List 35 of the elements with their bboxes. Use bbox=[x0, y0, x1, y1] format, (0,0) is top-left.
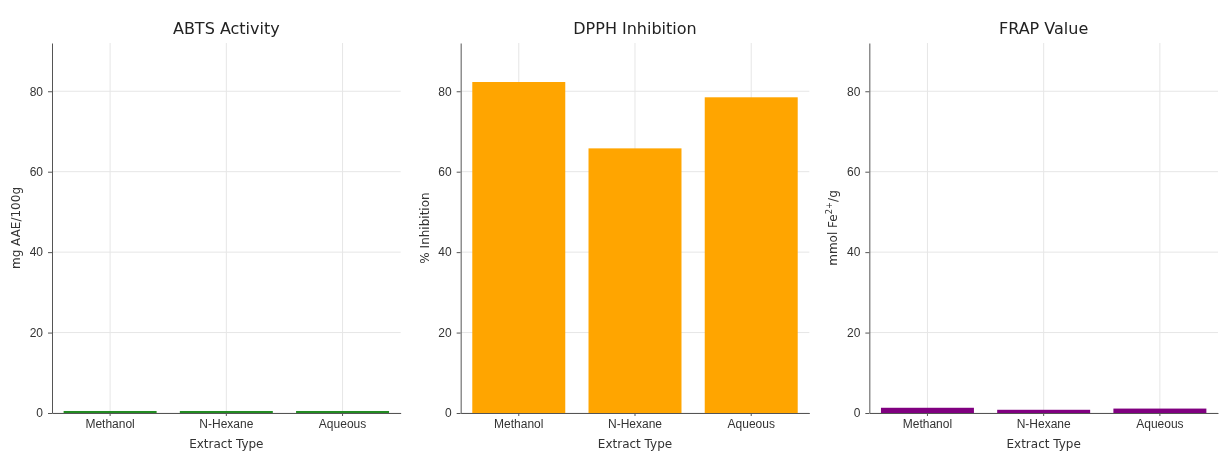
y-tick-label: 60 bbox=[29, 165, 44, 180]
bar bbox=[588, 148, 682, 413]
y-tick-label: 80 bbox=[846, 84, 861, 99]
y-tick-label: 0 bbox=[36, 406, 44, 421]
y-tick-label: 20 bbox=[29, 325, 44, 340]
chart-title: DPPH Inhibition bbox=[573, 19, 697, 38]
x-tick-label: N-Hexane bbox=[199, 416, 254, 431]
x-tick-label: Methanol bbox=[902, 416, 953, 431]
y-tick-label: 0 bbox=[444, 406, 452, 421]
x-tick-label: Methanol bbox=[494, 416, 544, 431]
x-tick-label: Methanol bbox=[85, 416, 135, 431]
x-tick-label: Aqueous bbox=[727, 416, 775, 431]
y-tick-label: 40 bbox=[846, 245, 861, 260]
y-tick-label: 60 bbox=[846, 165, 861, 180]
y-tick-label: 80 bbox=[29, 84, 44, 99]
bar bbox=[704, 97, 798, 413]
y-tick-label: 40 bbox=[29, 245, 44, 260]
y-tick-label: 60 bbox=[438, 165, 452, 180]
y-tick-label: 20 bbox=[846, 325, 861, 340]
y-tick-label: 20 bbox=[438, 325, 452, 340]
x-axis-title: Extract Type bbox=[189, 437, 264, 451]
x-axis-title: Extract Type bbox=[597, 437, 673, 451]
y-tick-label: 0 bbox=[853, 406, 861, 421]
y-tick-label: 80 bbox=[438, 84, 452, 99]
y-tick-label: 40 bbox=[438, 245, 452, 260]
y-axis-title: % Inhibition bbox=[417, 192, 432, 264]
bar bbox=[472, 82, 566, 413]
x-tick-label: Aqueous bbox=[1136, 416, 1184, 431]
x-tick-label: Aqueous bbox=[318, 416, 367, 431]
x-tick-label: N-Hexane bbox=[607, 416, 663, 431]
y-axis-title: mg AAE/100g bbox=[9, 186, 23, 270]
chart-title: ABTS Activity bbox=[172, 19, 280, 38]
x-axis-title: Extract Type bbox=[1006, 437, 1081, 451]
chart-title: FRAP Value bbox=[999, 19, 1089, 38]
x-tick-label: N-Hexane bbox=[1016, 416, 1071, 431]
